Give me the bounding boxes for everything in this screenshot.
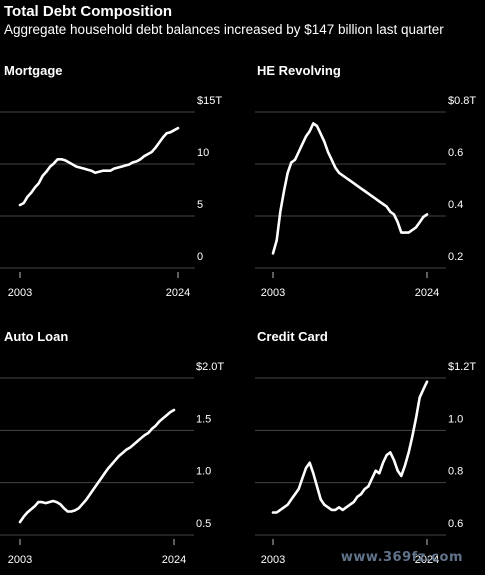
y-tick-label: 1.0 bbox=[448, 413, 463, 425]
chart-panel-2: HE Revolving 0.2 0.4 0.6 $0.8T 2003 2024 bbox=[255, 63, 476, 299]
panel-title: HE Revolving bbox=[257, 63, 341, 78]
series-line bbox=[18, 408, 176, 524]
panel-title: Mortgage bbox=[4, 63, 63, 78]
x-tick-label: 2003 bbox=[261, 554, 285, 566]
y-tick-label: $2.0T bbox=[196, 361, 224, 373]
x-tick-label: 2024 bbox=[166, 287, 190, 299]
panel-title: Auto Loan bbox=[4, 329, 68, 344]
x-tick-label: 2003 bbox=[8, 554, 32, 566]
watermark: www.369fz.com bbox=[340, 550, 463, 565]
y-tick-label: 0.2 bbox=[448, 251, 463, 263]
x-tick-label: 2024 bbox=[415, 287, 439, 299]
chart-title: Total Debt Composition bbox=[4, 3, 173, 20]
y-tick-label: 0.6 bbox=[448, 147, 463, 159]
y-tick-label: 5 bbox=[197, 199, 203, 211]
y-tick-label: 0 bbox=[197, 251, 203, 263]
y-tick-label: 1.5 bbox=[196, 413, 211, 425]
y-tick-label: $15T bbox=[197, 95, 222, 107]
y-tick-label: $0.8T bbox=[448, 95, 476, 107]
chart-panel-4: Credit Card 0.6 0.8 1.0 $1.2T 2003 2024 bbox=[255, 329, 476, 566]
x-tick-label: 2024 bbox=[162, 554, 186, 566]
chart-panel-1: Mortgage 0 5 10 $15T 2003 2024 bbox=[0, 63, 222, 299]
chart-panel-3: Auto Loan 0.5 1.0 1.5 $2.0T 2003 2024 bbox=[0, 329, 224, 566]
series-line bbox=[18, 126, 180, 207]
chart-subtitle: Aggregate household debt balances increa… bbox=[4, 22, 444, 37]
series-line bbox=[271, 122, 429, 255]
y-tick-label: 0.6 bbox=[448, 518, 463, 530]
panel-title: Credit Card bbox=[257, 329, 328, 344]
x-tick-label: 2003 bbox=[261, 287, 285, 299]
y-tick-label: 0.5 bbox=[196, 518, 211, 530]
x-tick-label: 2003 bbox=[8, 287, 32, 299]
y-tick-label: 1.0 bbox=[196, 466, 211, 478]
y-tick-label: $1.2T bbox=[448, 361, 476, 373]
y-tick-label: 0.8 bbox=[448, 466, 463, 478]
y-tick-label: 0.4 bbox=[448, 199, 463, 211]
x-tick-label: 2024 bbox=[415, 554, 439, 566]
y-tick-label: 10 bbox=[197, 147, 209, 159]
series-line bbox=[271, 380, 429, 514]
